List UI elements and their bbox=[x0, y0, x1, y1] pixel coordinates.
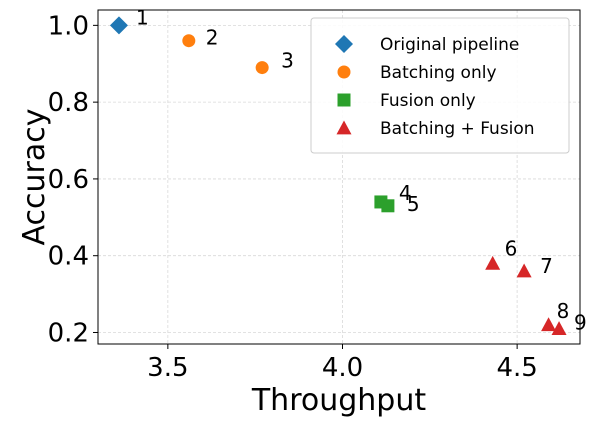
point-label: 1 bbox=[136, 5, 149, 29]
legend-entry-label: Batching only bbox=[380, 63, 497, 83]
data-point bbox=[381, 199, 395, 213]
x-tick-label: 4.0 bbox=[322, 353, 363, 383]
legend-marker bbox=[335, 35, 353, 53]
data-point bbox=[551, 321, 567, 336]
axes: 3.5 4.0 4.5 0.2 0.4 0.6 0.8 1.0 bbox=[48, 9, 581, 383]
data-point bbox=[109, 16, 128, 35]
point-label: 4 bbox=[399, 181, 412, 205]
y-tick-label: 0.6 bbox=[48, 165, 89, 195]
legend-marker bbox=[336, 120, 352, 135]
y-axis-title: Accuracy bbox=[17, 109, 52, 246]
legend-box bbox=[310, 17, 570, 154]
point-label: 8 bbox=[557, 299, 570, 323]
x-tick-label: 3.5 bbox=[147, 353, 188, 383]
y-tick-label: 1.0 bbox=[48, 11, 89, 41]
point-label: 7 bbox=[540, 254, 553, 278]
point-label: 9 bbox=[574, 311, 587, 335]
plot-frame bbox=[97, 9, 581, 345]
data-point bbox=[255, 61, 269, 75]
x-tick-label: 4.5 bbox=[496, 353, 537, 383]
point-labels: 1 2 3 45 678 9 bbox=[136, 5, 587, 334]
legend: Original pipeline Batching only Fusion onl… bbox=[310, 17, 570, 154]
point-label: 2 bbox=[206, 26, 219, 50]
point-label: 5 bbox=[407, 192, 420, 216]
data-point bbox=[516, 263, 532, 278]
data-point bbox=[541, 317, 557, 332]
data-point bbox=[485, 255, 501, 270]
legend-marker bbox=[337, 65, 351, 79]
x-axis-title: Throughput bbox=[251, 383, 426, 418]
data-point bbox=[182, 34, 196, 48]
y-tick-label: 0.4 bbox=[48, 242, 89, 272]
point-label: 6 bbox=[505, 236, 518, 260]
point-label: 3 bbox=[281, 49, 294, 73]
legend-entry-label: Fusion only bbox=[380, 91, 476, 111]
legend-marker bbox=[337, 93, 351, 107]
data-points bbox=[109, 16, 567, 336]
legend-entry-label: Batching + Fusion bbox=[380, 119, 535, 139]
legend-entry-label: Original pipeline bbox=[380, 35, 519, 55]
y-tick-label: 0.2 bbox=[48, 318, 89, 348]
y-tick-label: 0.8 bbox=[48, 88, 89, 118]
